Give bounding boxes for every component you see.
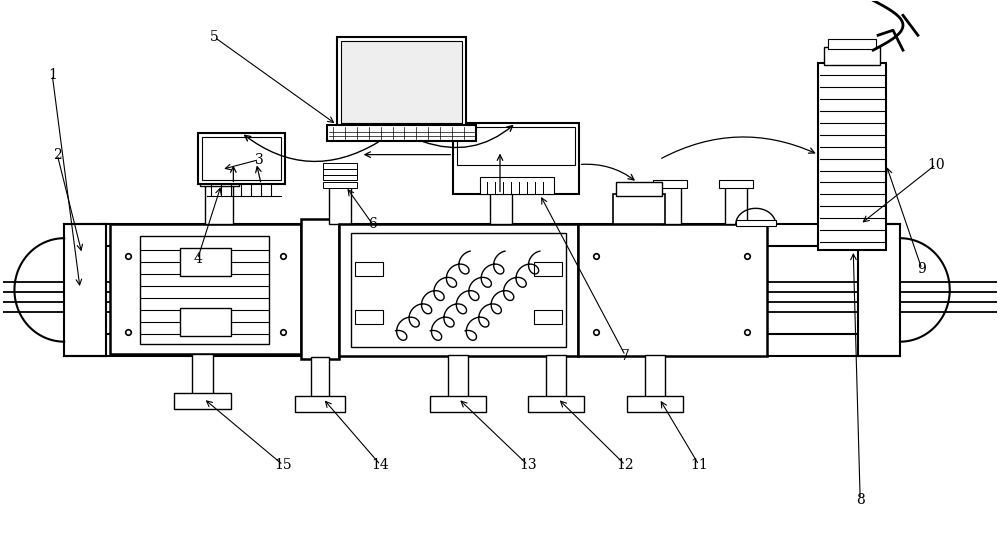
Bar — [480, 177, 554, 194]
Bar — [295, 397, 345, 412]
Bar — [337, 37, 466, 127]
Bar — [627, 397, 683, 412]
Bar — [828, 39, 876, 49]
Bar — [534, 262, 562, 276]
Bar — [528, 397, 584, 412]
Bar — [453, 123, 579, 194]
Bar — [645, 355, 665, 398]
Bar — [202, 137, 281, 181]
Bar — [180, 308, 231, 336]
Text: 1: 1 — [48, 68, 57, 82]
Text: 11: 11 — [690, 458, 708, 472]
Bar — [355, 262, 383, 276]
Bar — [736, 220, 776, 226]
Text: 14: 14 — [372, 458, 389, 472]
Bar — [323, 168, 357, 175]
Bar — [824, 47, 880, 65]
Bar — [323, 182, 357, 188]
Text: 5: 5 — [210, 30, 219, 44]
Bar — [490, 187, 512, 224]
Bar — [613, 194, 665, 224]
Bar — [457, 127, 575, 165]
Bar — [180, 248, 231, 276]
Bar — [653, 181, 687, 188]
Text: 4: 4 — [193, 252, 202, 266]
Bar — [102, 224, 858, 246]
Bar — [818, 63, 886, 250]
Bar — [725, 187, 747, 224]
Bar — [202, 171, 236, 178]
Bar — [205, 184, 233, 224]
Text: 12: 12 — [617, 458, 634, 472]
Bar — [448, 355, 468, 398]
Bar — [430, 397, 486, 412]
Bar — [323, 175, 357, 181]
Bar — [616, 182, 662, 197]
Bar — [301, 219, 339, 358]
Bar — [327, 125, 476, 141]
Text: 2: 2 — [53, 147, 62, 162]
Bar — [484, 168, 518, 175]
Bar — [659, 187, 681, 224]
Text: 7: 7 — [621, 348, 630, 363]
Bar — [339, 224, 578, 356]
Bar — [323, 162, 357, 168]
Text: 9: 9 — [917, 262, 926, 276]
Bar — [351, 233, 566, 347]
Bar — [719, 181, 753, 188]
Bar — [102, 334, 858, 356]
Text: 3: 3 — [255, 152, 264, 167]
Bar — [174, 393, 231, 409]
Bar — [484, 182, 518, 188]
Text: 15: 15 — [274, 458, 292, 472]
Bar — [64, 224, 106, 356]
Text: 13: 13 — [519, 458, 537, 472]
Bar — [110, 224, 301, 353]
Bar — [578, 224, 767, 356]
Bar — [198, 133, 285, 184]
Bar — [484, 175, 518, 181]
Bar — [329, 187, 351, 224]
Bar — [341, 41, 462, 123]
Bar — [858, 224, 900, 356]
Text: 8: 8 — [856, 493, 865, 507]
Text: 6: 6 — [368, 217, 377, 231]
Bar — [311, 357, 329, 398]
Bar — [140, 236, 269, 343]
Bar — [192, 353, 213, 396]
Bar — [534, 310, 562, 324]
Bar — [355, 310, 383, 324]
Text: 10: 10 — [927, 157, 945, 172]
Bar — [200, 177, 239, 187]
Bar — [546, 355, 566, 398]
